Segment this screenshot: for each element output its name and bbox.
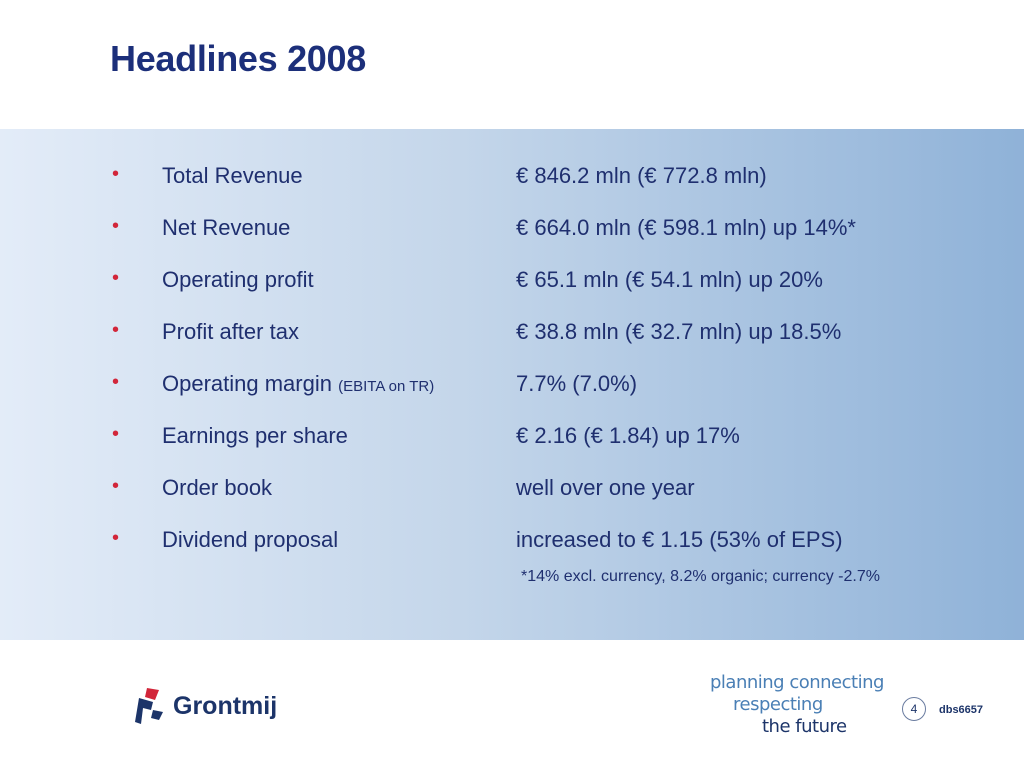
logo-wordmark: Grontmij bbox=[173, 692, 278, 720]
row-value: € 65.1 mln (€ 54.1 mln) up 20% bbox=[516, 267, 823, 292]
bullet-icon: • bbox=[112, 527, 120, 549]
tagline-line: the future bbox=[762, 716, 847, 737]
content-band bbox=[0, 129, 1024, 640]
row-value: 7.7% (7.0%) bbox=[516, 371, 638, 396]
bullet-icon: • bbox=[112, 423, 120, 445]
bullet-icon: • bbox=[112, 163, 120, 185]
page-number: 4 bbox=[902, 697, 926, 721]
slide-title: Headlines 2008 bbox=[110, 38, 366, 79]
row-value: € 2.16 (€ 1.84) up 17% bbox=[516, 423, 740, 448]
row-value: € 38.8 mln (€ 32.7 mln) up 18.5% bbox=[516, 319, 842, 344]
bullet-icon: • bbox=[112, 267, 120, 289]
row-label-note: (EBITA on TR) bbox=[338, 378, 435, 395]
list-item: • Operating margin (EBITA on TR) 7.7% (7… bbox=[0, 371, 1024, 401]
bullet-icon: • bbox=[112, 215, 120, 237]
row-label: Profit after tax bbox=[162, 319, 299, 344]
list-item: • Net Revenue € 664.0 mln (€ 598.1 mln) … bbox=[0, 215, 1024, 245]
list-item: • Dividend proposal increased to € 1.15 … bbox=[0, 527, 1024, 557]
document-id: dbs6657 bbox=[939, 704, 984, 716]
row-value: € 846.2 mln (€ 772.8 mln) bbox=[516, 163, 767, 188]
row-value: increased to € 1.15 (53% of EPS) bbox=[516, 527, 843, 552]
list-item: • Order book well over one year bbox=[0, 475, 1024, 505]
footnote: *14% excl. currency, 8.2% organic; curre… bbox=[521, 568, 880, 585]
list-item: • Earnings per share € 2.16 (€ 1.84) up … bbox=[0, 423, 1024, 453]
row-label: Total Revenue bbox=[162, 163, 303, 188]
tagline-line: respecting bbox=[733, 694, 823, 715]
row-label: Operating profit bbox=[162, 267, 314, 292]
tagline-line: planning connecting bbox=[710, 672, 884, 693]
list-item: • Profit after tax € 38.8 mln (€ 32.7 ml… bbox=[0, 319, 1024, 349]
grontmij-logo-icon bbox=[135, 688, 163, 724]
row-value: € 664.0 mln (€ 598.1 mln) up 14%* bbox=[516, 215, 856, 240]
row-label: Net Revenue bbox=[162, 215, 291, 240]
row-label: Earnings per share bbox=[162, 423, 348, 448]
bullet-icon: • bbox=[112, 319, 120, 341]
bullet-icon: • bbox=[112, 371, 120, 393]
row-value: well over one year bbox=[516, 475, 695, 500]
list-item: • Operating profit € 65.1 mln (€ 54.1 ml… bbox=[0, 267, 1024, 297]
row-label: Order book bbox=[162, 475, 273, 500]
row-label: Dividend proposal bbox=[162, 527, 339, 552]
bullet-icon: • bbox=[112, 475, 120, 497]
list-item: • Total Revenue € 846.2 mln (€ 772.8 mln… bbox=[0, 163, 1024, 193]
row-label: Operating margin (EBITA on TR) bbox=[162, 371, 435, 396]
